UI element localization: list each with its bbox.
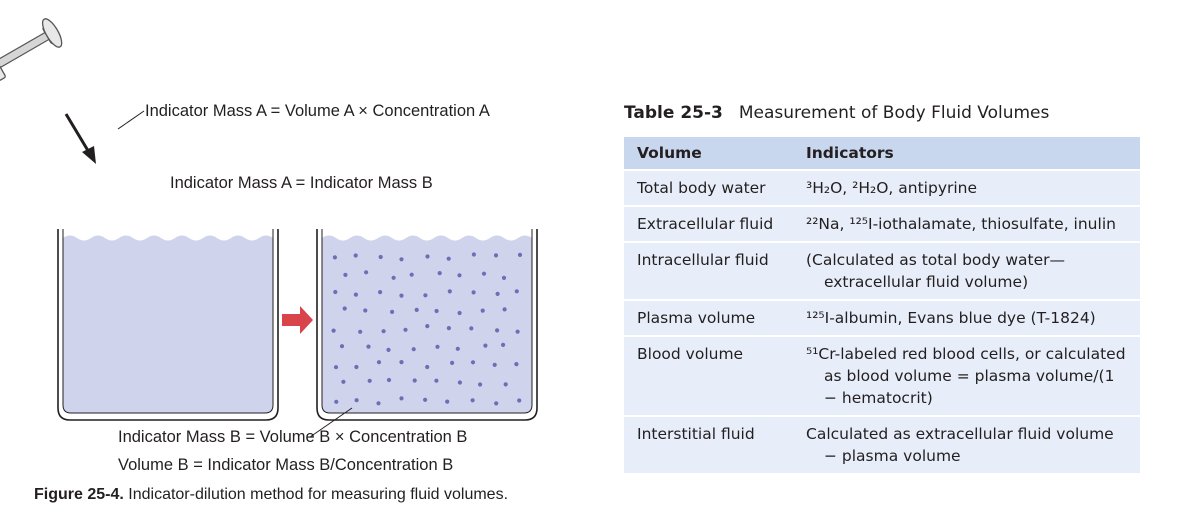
- indicator-text: Calculated as extracellular fluid volume…: [806, 425, 1114, 465]
- fluid-volume-table-block: Table 25-3 Measurement of Body Fluid Volu…: [624, 103, 1140, 473]
- figure-number: Figure 25-4.: [34, 486, 124, 503]
- fluid-volume-table: Volume Indicators Total body water ³H₂O,…: [624, 137, 1140, 473]
- indicator-cell: Calculated as extracellular fluid volume…: [793, 415, 1140, 473]
- volume-cell: Extracellular fluid: [624, 205, 793, 242]
- label-mass-b: Indicator Mass B = Volume B × Concentrat…: [118, 428, 468, 446]
- label-volume-b: Volume B = Indicator Mass B/Concentratio…: [118, 456, 454, 474]
- indicator-cell: ³H₂O, ²H₂O, antipyrine: [793, 169, 1140, 206]
- figure-caption: Figure 25-4. Indicator-dilution method f…: [34, 486, 508, 504]
- volume-cell: Interstitial fluid: [624, 415, 793, 473]
- volume-cell: Plasma volume: [624, 299, 793, 336]
- label-mass-a: Indicator Mass A = Volume A × Concentrat…: [145, 102, 490, 120]
- volume-cell: Intracellular fluid: [624, 241, 793, 300]
- indicator-cell: ²²Na, ¹²⁵I-iothalamate, thiosulfate, inu…: [793, 205, 1140, 242]
- indicator-text: ²²Na, ¹²⁵I-iothalamate, thiosulfate, inu…: [806, 215, 1116, 233]
- indicator-text: ³H₂O, ²H₂O, antipyrine: [806, 179, 978, 197]
- indicator-text: (Calculated as total body water—extracel…: [806, 251, 1065, 291]
- volume-cell: Total body water: [624, 169, 793, 206]
- table-number: Table 25-3: [624, 103, 723, 123]
- figure-illustration: [0, 18, 538, 438]
- column-header-indicators: Indicators: [793, 137, 1140, 170]
- transition-arrow-icon: [282, 306, 313, 334]
- injection-arrow-icon: [64, 113, 96, 164]
- table-row: Blood volume ⁵¹Cr-labeled red blood cell…: [624, 335, 1140, 416]
- table-row: Interstitial fluid Calculated as extrace…: [624, 415, 1140, 473]
- label-mass-equal: Indicator Mass A = Indicator Mass B: [170, 174, 433, 192]
- beaker-after-icon: [316, 229, 538, 421]
- figure-caption-text: Indicator-dilution method for measuring …: [128, 486, 509, 503]
- column-header-volume: Volume: [624, 137, 793, 170]
- syringe-icon: [0, 18, 63, 81]
- table-row: Intracellular fluid (Calculated as total…: [624, 241, 1140, 300]
- table-title-text: Measurement of Body Fluid Volumes: [738, 103, 1050, 123]
- volume-cell: Blood volume: [624, 335, 793, 416]
- indicator-text: ¹²⁵I-albumin, Evans blue dye (T-1824): [806, 309, 1096, 327]
- indicator-cell: ¹²⁵I-albumin, Evans blue dye (T-1824): [793, 299, 1140, 336]
- indicator-dilution-figure: Indicator Mass A = Volume A × Concentrat…: [0, 18, 538, 504]
- table-row: Extracellular fluid ²²Na, ¹²⁵I-iothalama…: [624, 205, 1140, 242]
- indicator-text: ⁵¹Cr-labeled red blood cells, or calcula…: [806, 345, 1126, 407]
- table-header-row: Volume Indicators: [624, 137, 1140, 170]
- table-row: Plasma volume ¹²⁵I-albumin, Evans blue d…: [624, 299, 1140, 336]
- table-row: Total body water ³H₂O, ²H₂O, antipyrine: [624, 169, 1140, 206]
- indicator-cell: ⁵¹Cr-labeled red blood cells, or calcula…: [793, 335, 1140, 416]
- indicator-cell: (Calculated as total body water—extracel…: [793, 241, 1140, 300]
- table-title: Table 25-3 Measurement of Body Fluid Volu…: [624, 103, 1140, 123]
- beaker-before-icon: [57, 229, 279, 421]
